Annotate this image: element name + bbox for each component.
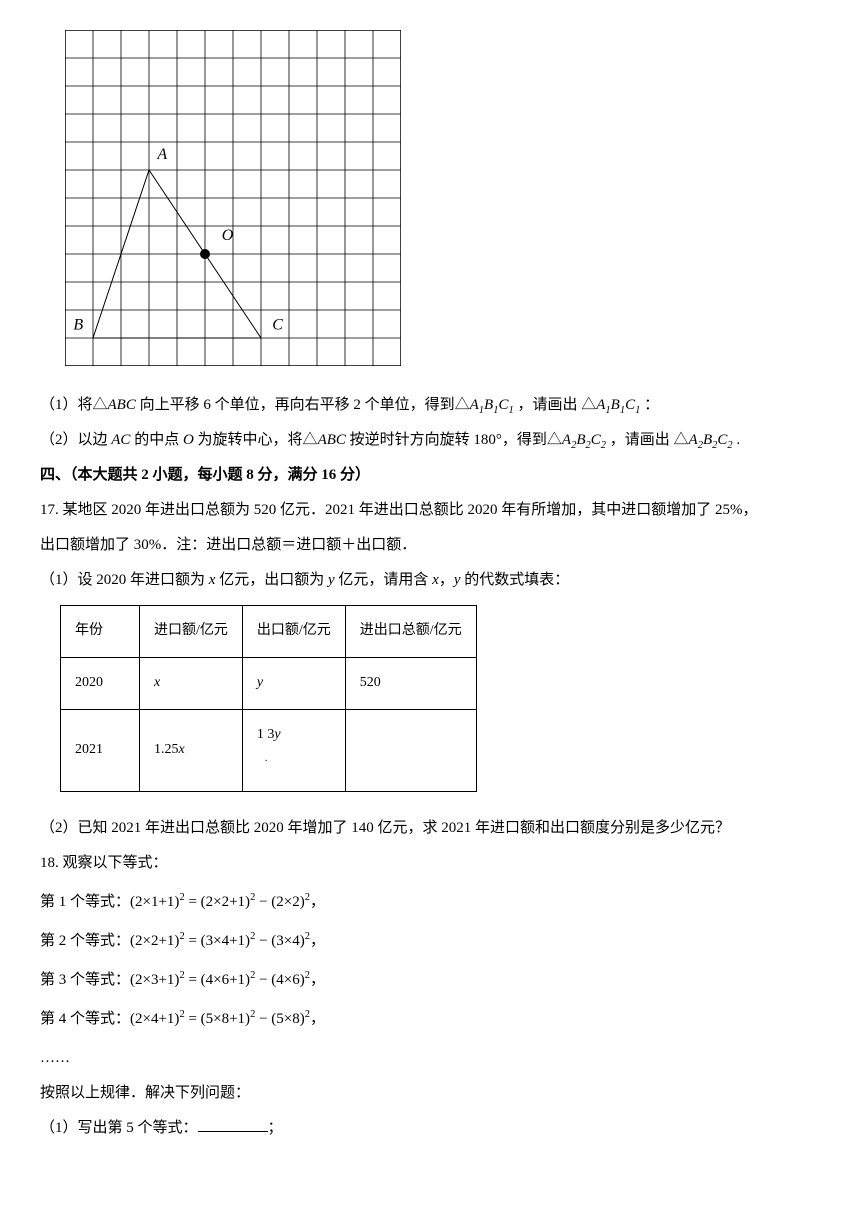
text: （1）写出第 5 个等式： [40,1120,198,1136]
text: （2）以边 [40,432,111,448]
a2b2c2-2: A2B2C2 [689,432,733,448]
cell-total-header: 进出口总额/亿元 [345,606,476,658]
cell: 520 [345,657,476,709]
cell-empty [345,709,476,792]
eq-label: 第 4 个等式： [40,1011,130,1027]
dots: …… [40,1042,820,1075]
o: O [183,432,194,448]
cell: y [242,657,345,709]
a1b1c1: A1B1C1 [470,397,514,413]
svg-text:B: B [73,317,83,334]
q17-sub2: （2）已知 2021 年进出口总额比 2020 年增加了 140 亿元，求 20… [40,812,820,845]
section-4-heading: 四、（本大题共 2 小题，每小题 8 分，满分 16 分） [40,459,820,492]
text: ，请画出 △ [514,397,597,413]
abc: ABC [108,397,136,413]
cell: 1.25x [140,709,243,792]
cell-year-header: 年份 [61,606,140,658]
grid-svg: A B C O [65,30,401,366]
text: 亿元，出口额为 [215,572,328,588]
text: ， [439,572,454,588]
cell: x [140,657,243,709]
abc: ABC [318,432,346,448]
eq3: 第 3 个等式：(2×3+1)2 = (4×6+1)2 − (4×6)2， [40,964,820,997]
eq-label: 第 1 个等式： [40,894,130,910]
table-row: 2020 x y 520 [61,657,477,709]
x2: x [432,572,439,588]
eq-label: 第 2 个等式： [40,933,130,949]
text: （1）设 2020 年进口额为 [40,572,209,588]
eq2: 第 2 个等式：(2×2+1)2 = (3×4+1)2 − (3×4)2， [40,925,820,958]
q18-intro: 18. 观察以下等式： [40,847,820,880]
y-val: y [257,675,263,690]
text: 向上平移 6 个单位，再向右平移 2 个单位，得到△ [136,397,470,413]
svg-text:A: A [156,146,167,163]
y: y [328,572,335,588]
table-row: 2021 1.25x 1 3y. [61,709,477,792]
text: ，请画出 △ [606,432,689,448]
val-13y: 1 3y. [257,727,281,773]
text: ： [640,397,659,413]
svg-text:C: C [272,317,283,334]
eq4: 第 4 个等式：(2×4+1)2 = (5×8+1)2 − (5×8)2， [40,1003,820,1036]
eq-body: (2×2+1)2 = (3×4+1)2 − (3×4)2， [130,933,325,949]
triangle-grid-figure: A B C O [65,30,820,379]
ac: AC [111,432,130,448]
semicolon: ； [268,1120,283,1136]
q17-line1: 17. 某地区 2020 年进出口总额为 520 亿元．2021 年进出口总额比… [40,494,820,527]
y2: y [454,572,461,588]
text: . [733,432,741,448]
q16-sub1: （1）将△ABC 向上平移 6 个单位，再向右平移 2 个单位，得到△A1B1C… [40,389,820,422]
q18-prompt: 按照以上规律．解决下列问题： [40,1077,820,1110]
a1b1c1-2: A1B1C1 [596,397,640,413]
cell: 1 3y. [242,709,345,792]
q18-sub1: （1）写出第 5 个等式： ； [40,1112,820,1145]
text: 为旋转中心，将△ [194,432,318,448]
x-val: x [154,675,160,690]
text: 的中点 [130,432,183,448]
text: （1）将△ [40,397,108,413]
text: 的代数式填表： [461,572,570,588]
q17-sub1: （1）设 2020 年进口额为 x 亿元，出口额为 y 亿元，请用含 x，y 的… [40,564,820,597]
eq-body: (2×1+1)2 = (2×2+1)2 − (2×2)2， [130,894,325,910]
import-export-table: 年份 进口额/亿元 出口额/亿元 进出口总额/亿元 2020 x y 520 2… [60,605,477,792]
cell-import-header: 进口额/亿元 [140,606,243,658]
q16-sub2: （2）以边 AC 的中点 O 为旋转中心，将△ABC 按逆时针方向旋转 180°… [40,424,820,457]
eq1: 第 1 个等式：(2×1+1)2 = (2×2+1)2 − (2×2)2， [40,886,820,919]
val-125x: 1.25x [154,742,185,757]
a2b2c2: A2B2C2 [562,432,606,448]
eq-body: (2×4+1)2 = (5×8+1)2 − (5×8)2， [130,1011,325,1027]
svg-text:O: O [222,227,234,244]
text: 按逆时针方向旋转 180°，得到△ [346,432,562,448]
text: 亿元，请用含 [335,572,433,588]
cell-export-header: 出口额/亿元 [242,606,345,658]
q17-line2: 出口额增加了 30%．注：进出口总额＝进口额＋出口额． [40,529,820,562]
table-row: 年份 进口额/亿元 出口额/亿元 进出口总额/亿元 [61,606,477,658]
cell: 2020 [61,657,140,709]
eq-body: (2×3+1)2 = (4×6+1)2 − (4×6)2， [130,972,325,988]
eq-label: 第 3 个等式： [40,972,130,988]
cell: 2021 [61,709,140,792]
fill-blank [198,1116,268,1132]
